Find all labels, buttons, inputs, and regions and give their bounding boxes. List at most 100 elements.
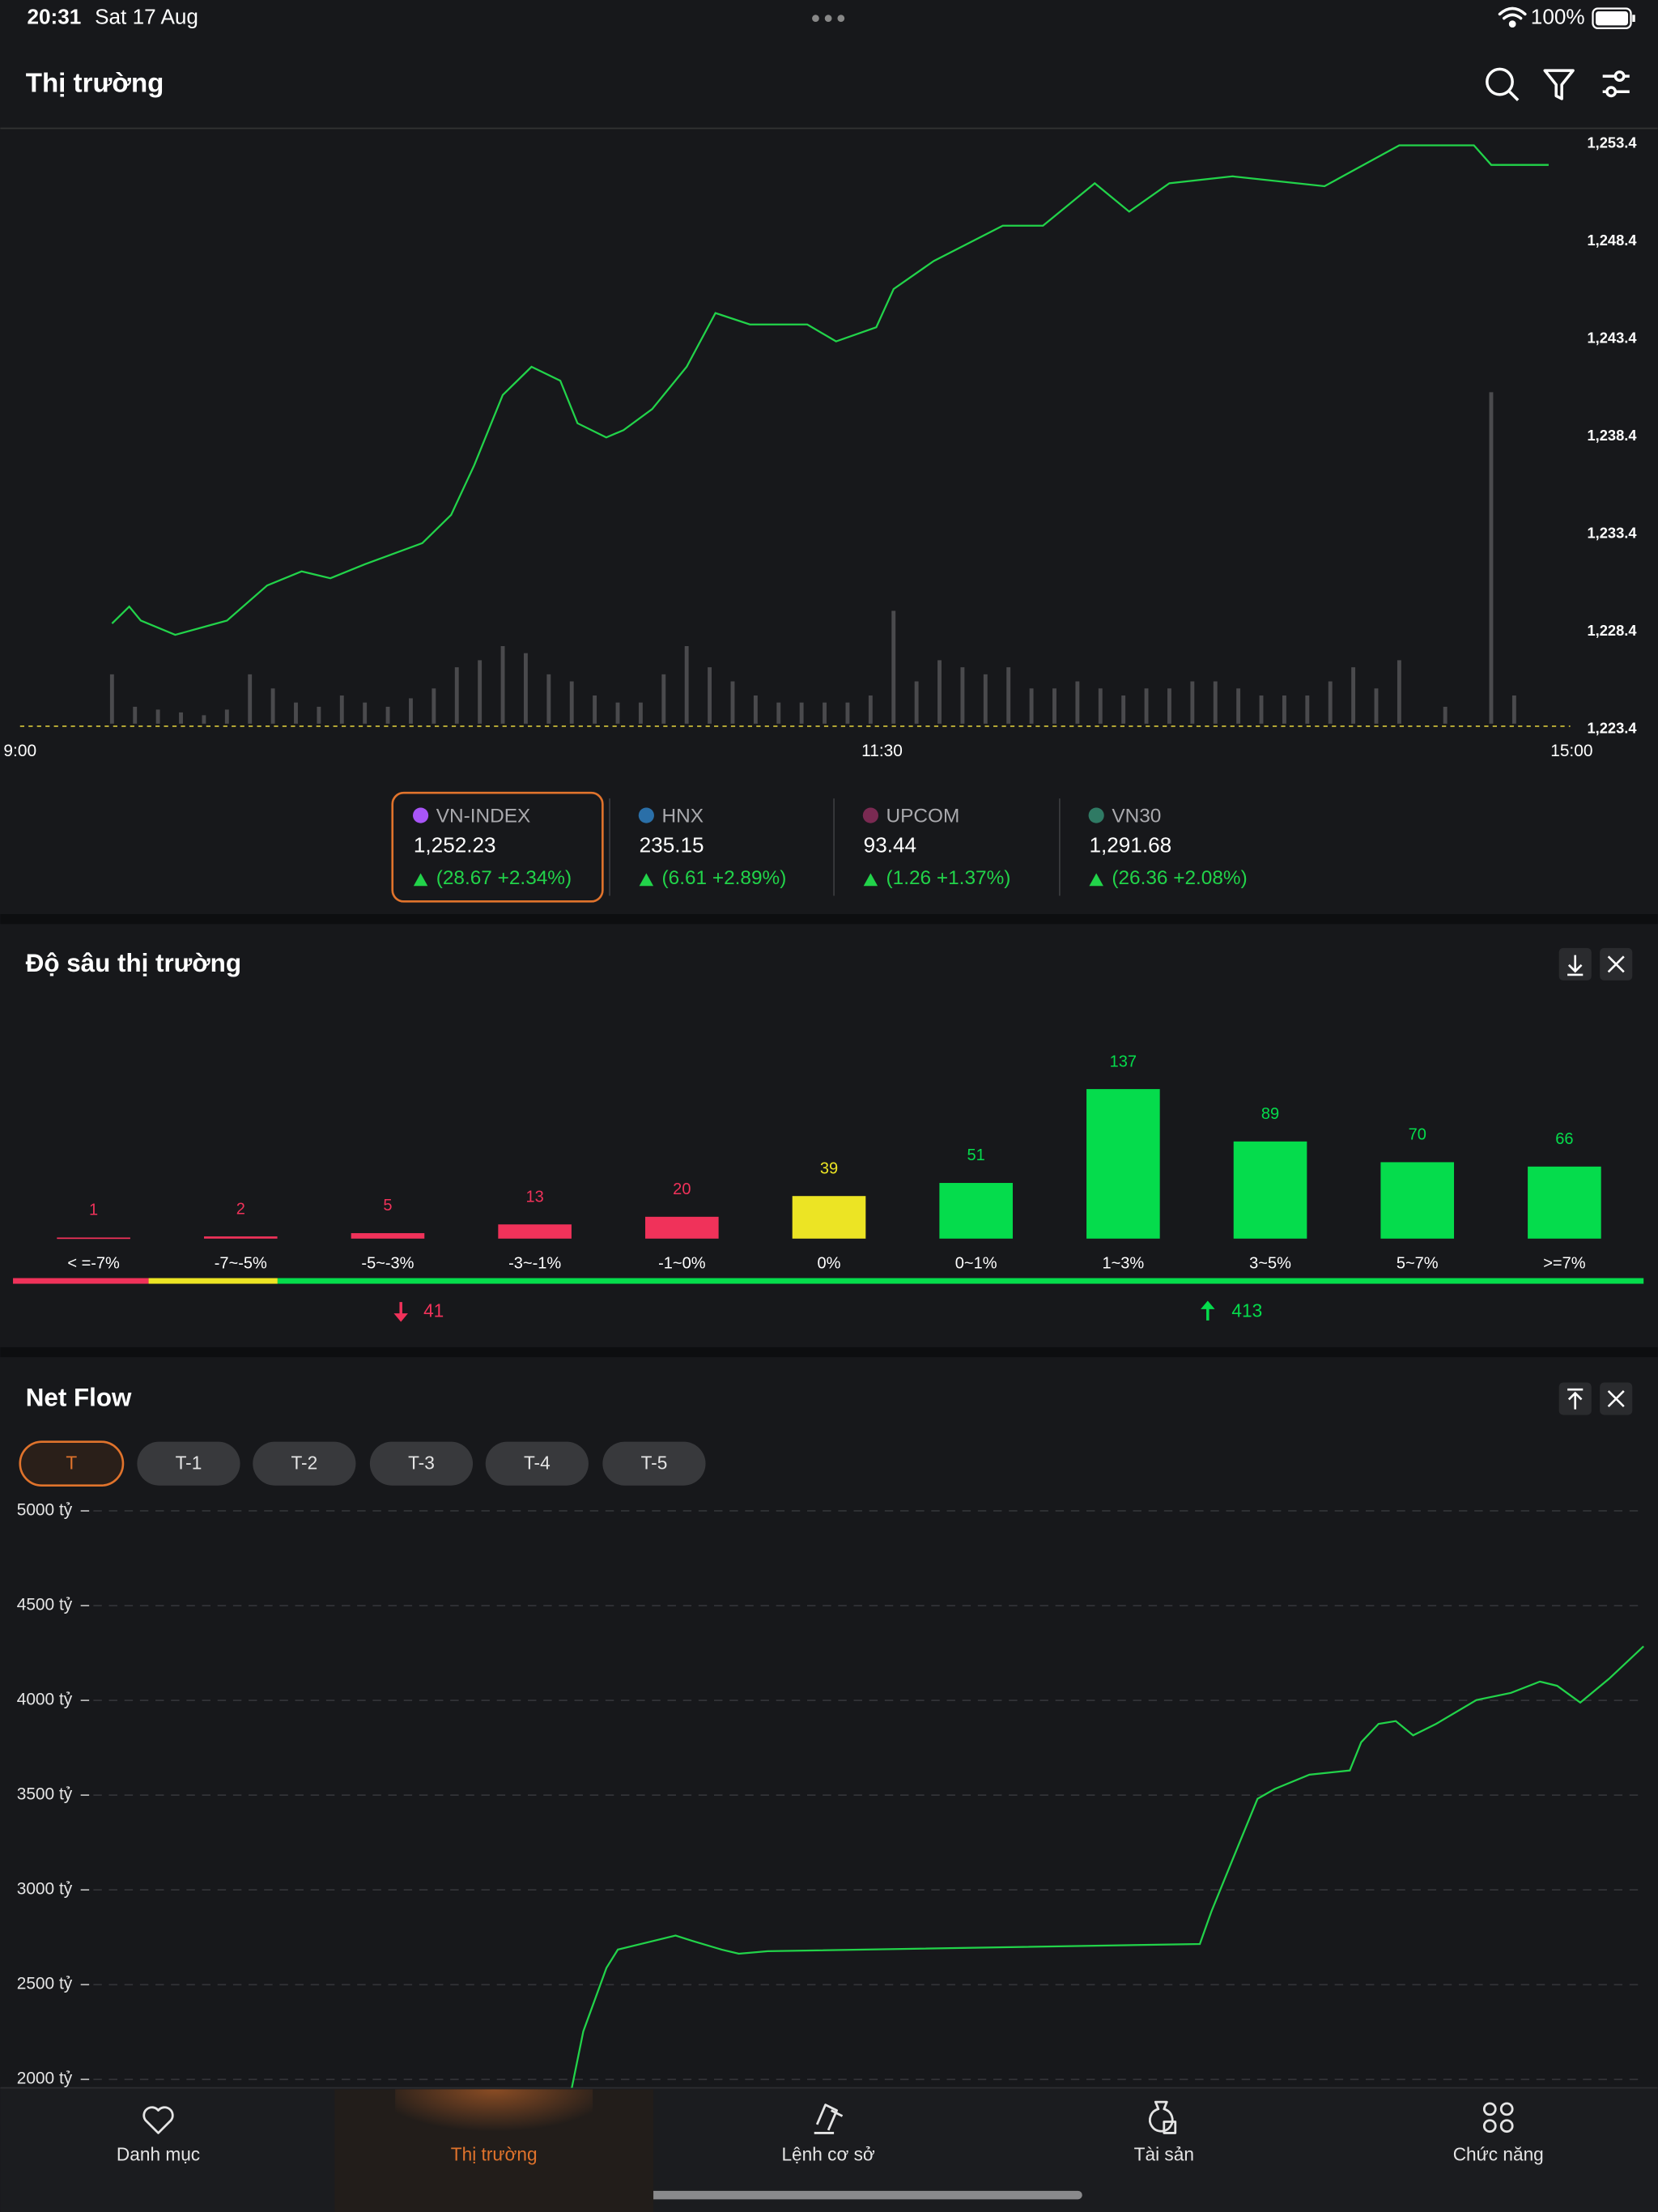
index-value: 1,252.23 <box>414 832 496 857</box>
volume-bar <box>109 674 114 724</box>
up-triangle <box>413 873 428 887</box>
volume-bar <box>1029 688 1034 724</box>
volume-bar <box>317 706 321 724</box>
tab-label: T-3 <box>408 1453 435 1474</box>
nav-icon <box>1482 2102 1514 2133</box>
index-change: (1.26 +1.37%) <box>886 867 1011 889</box>
depth-bar <box>203 1236 278 1239</box>
tab[interactable]: T <box>19 1440 125 1487</box>
volume-bar <box>799 702 804 724</box>
nav-item[interactable]: Lệnh cơ sở <box>781 2143 874 2164</box>
status-date: Sat 17 Aug <box>95 5 198 29</box>
depth-category: 0% <box>818 1254 841 1272</box>
depth-bar <box>1380 1162 1455 1239</box>
tab-bg <box>602 1441 706 1486</box>
tab[interactable]: T-2 <box>253 1441 356 1486</box>
depth-bar <box>645 1216 719 1239</box>
depth-bar <box>939 1183 1013 1239</box>
depth-value: 20 <box>673 1180 691 1198</box>
download-button[interactable] <box>1558 947 1592 981</box>
y-tick-label: 5000 tỷ <box>17 1501 73 1520</box>
index-change: (6.61 +2.89%) <box>662 867 787 889</box>
collapse-button[interactable] <box>1558 1382 1592 1415</box>
nav-item[interactable]: Tài sản <box>1134 2143 1194 2164</box>
depth-value: 89 <box>1261 1105 1279 1123</box>
volume-bar <box>523 653 528 724</box>
section-separator <box>0 1346 1658 1358</box>
index-item[interactable]: HNX 235.15 (6.61 +2.89%) <box>609 798 787 896</box>
volume-bar <box>409 698 413 724</box>
tab-label: T <box>66 1453 77 1474</box>
tab[interactable]: T-5 <box>602 1441 706 1486</box>
depth-bar <box>498 1224 572 1239</box>
depth-category: < =-7% <box>67 1254 120 1272</box>
volume-bar <box>1098 688 1103 724</box>
depth-category: -1~0% <box>658 1254 706 1272</box>
tab-bg <box>19 1440 125 1487</box>
index-change: (26.36 +2.08%) <box>1112 867 1247 889</box>
volume-bar <box>363 702 368 724</box>
volume-bar <box>224 709 229 724</box>
nav-label: Chức năng <box>1453 2143 1544 2164</box>
depth-value: 66 <box>1555 1130 1573 1148</box>
volume-bar <box>730 681 735 724</box>
index-value: 235.15 <box>640 832 704 857</box>
depth-category: -3~-1% <box>508 1254 561 1272</box>
x-tick-label: 15:00 <box>1550 742 1592 760</box>
index-item[interactable]: VN30 1,291.68 (26.36 +2.08%) <box>1059 798 1248 896</box>
volume-bar <box>1351 667 1356 724</box>
tab[interactable]: T-1 <box>137 1441 240 1486</box>
index-dot <box>413 807 429 823</box>
y-tick-label: 4500 tỷ <box>17 1596 73 1614</box>
tab[interactable]: T-3 <box>369 1441 474 1486</box>
nav-item[interactable]: Danh mục <box>117 2143 200 2164</box>
volume-bar <box>593 695 597 724</box>
volume-bar <box>1282 695 1286 724</box>
volume-bar <box>1305 695 1310 724</box>
index-item[interactable]: VN-INDEX 1,252.23 (28.67 +2.34%) <box>391 791 604 903</box>
advances-count: 413 <box>1231 1300 1262 1321</box>
depth-value: 13 <box>526 1188 544 1206</box>
y-tick-label: 4000 tỷ <box>17 1691 73 1709</box>
index-name: VN-INDEX <box>436 805 530 827</box>
volume-bar <box>478 660 483 724</box>
multitask-dots <box>812 15 845 23</box>
nav-item[interactable]: Chức năng <box>1453 2143 1544 2164</box>
declines-count: 41 <box>423 1300 444 1321</box>
depth-category: -5~-3% <box>361 1254 414 1272</box>
up-triangle <box>1089 873 1103 887</box>
tab-bg <box>485 1441 589 1486</box>
index-item[interactable]: UPCOM 93.44 (1.26 +1.37%) <box>833 798 1011 896</box>
battery-icon <box>1592 7 1635 29</box>
volume-bar <box>1511 695 1516 724</box>
volume-bar <box>776 702 781 724</box>
depth-value: 5 <box>383 1197 392 1214</box>
close-button[interactable] <box>1600 947 1633 981</box>
settings-button[interactable] <box>1602 70 1630 98</box>
volume-bar <box>546 674 551 724</box>
y-tick-label: 1,243.4 <box>1588 330 1638 347</box>
y-tick-label: 1,248.4 <box>1588 232 1638 249</box>
volume-bar <box>1328 681 1333 724</box>
depth-category: 3~5% <box>1249 1254 1291 1272</box>
index-name: HNX <box>662 805 704 827</box>
index-value: 93.44 <box>864 832 916 857</box>
volume-bar <box>569 681 574 724</box>
depth-value: 70 <box>1409 1126 1426 1144</box>
filter-button[interactable] <box>1543 69 1575 100</box>
nav-item[interactable]: Thị trường <box>451 2143 538 2164</box>
y-tick-label: 2000 tỷ <box>17 2069 73 2088</box>
tab-bg <box>253 1441 356 1486</box>
search-button[interactable] <box>1486 67 1520 101</box>
volume-bar <box>1213 681 1218 724</box>
volume-bar <box>1443 706 1448 724</box>
close-button[interactable] <box>1600 1382 1633 1415</box>
volume-bar <box>500 645 505 724</box>
index-dot <box>862 807 878 823</box>
tab[interactable]: T-4 <box>485 1441 589 1486</box>
index-change: (28.67 +2.34%) <box>436 867 572 889</box>
y-tick-label: 1,238.4 <box>1588 427 1638 444</box>
volume-bar <box>914 681 919 724</box>
nav-label: Lệnh cơ sở <box>781 2143 874 2164</box>
